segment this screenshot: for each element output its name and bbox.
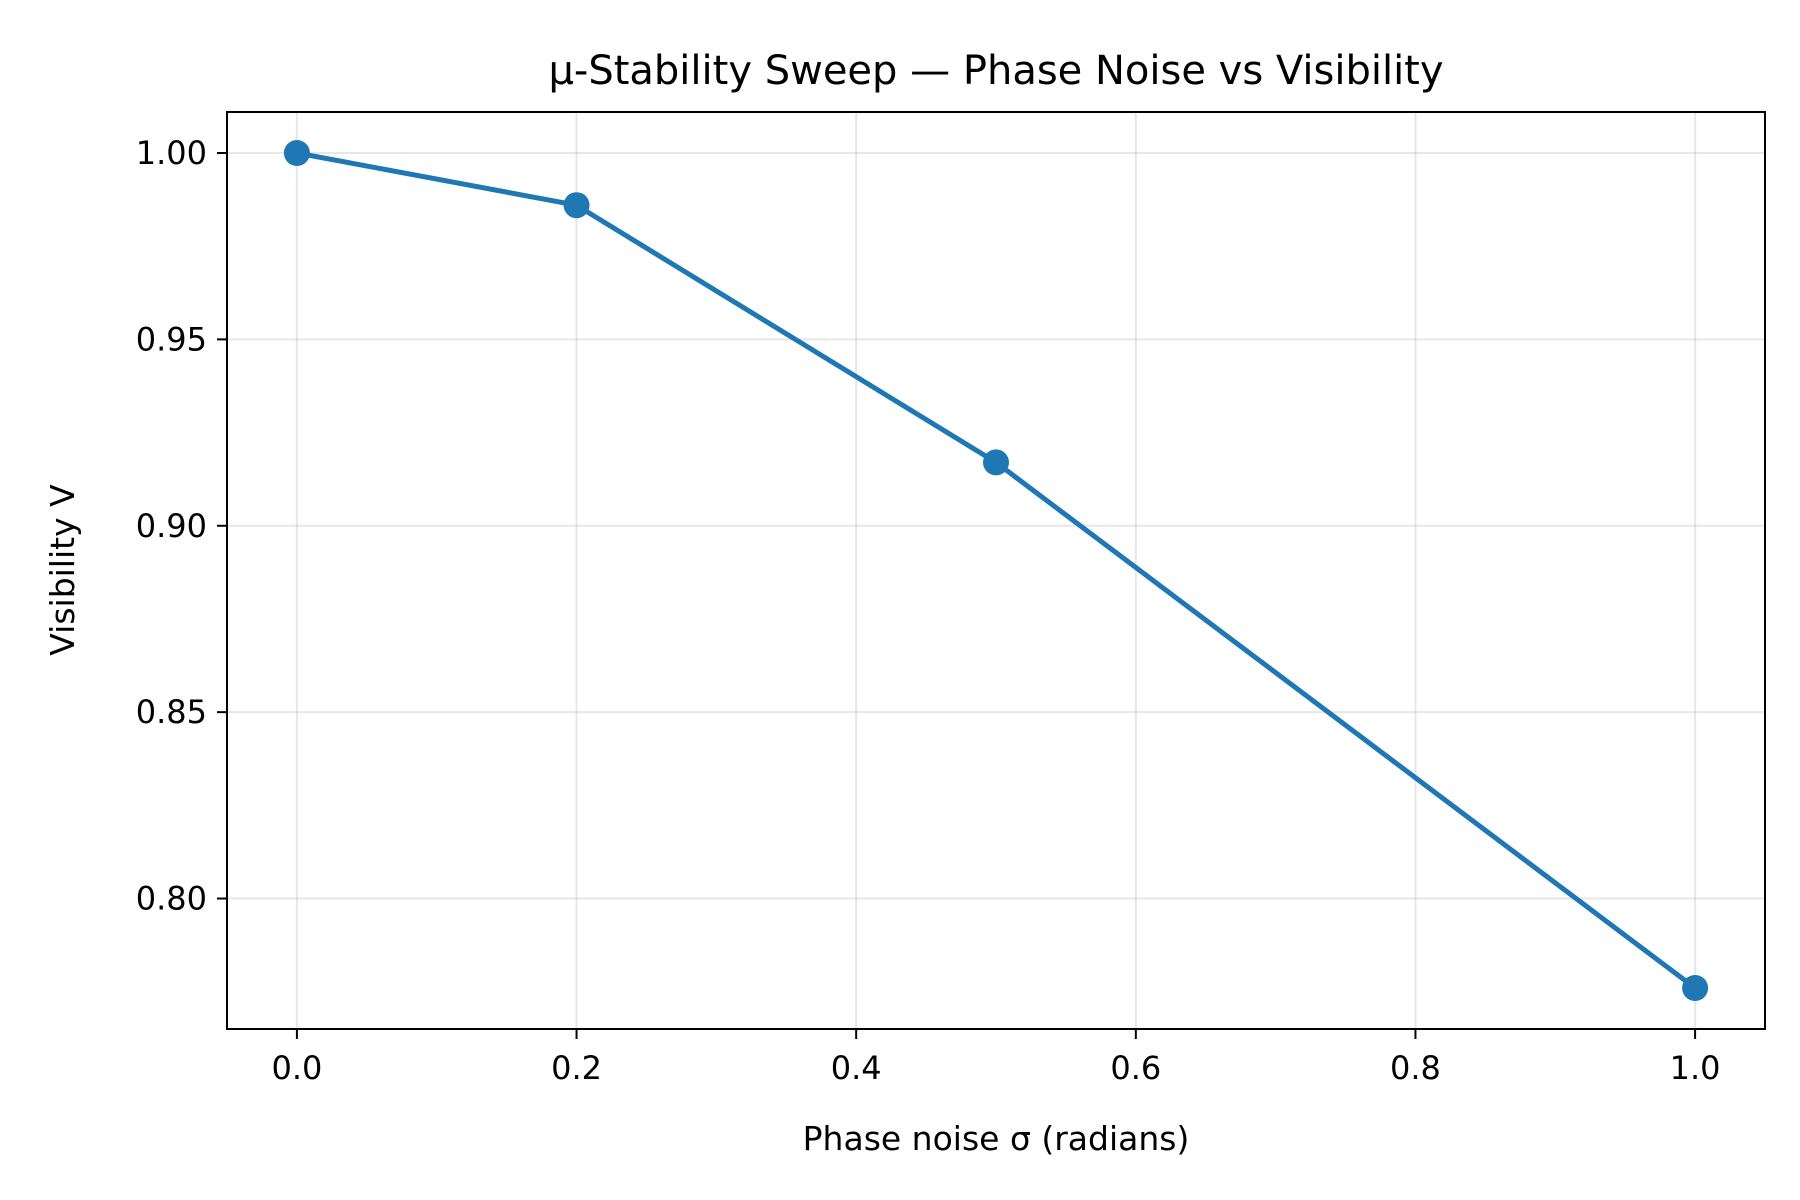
plot-frame — [226, 111, 1766, 1030]
data-point — [283, 140, 310, 167]
data-point — [563, 192, 590, 219]
data-point — [1682, 974, 1709, 1001]
x-axis: 0.0 0.2 0.4 0.6 0.8 1.0 — [271, 1029, 1721, 1087]
y-tick-label: 0.85 — [136, 693, 207, 731]
x-tick-label: 0.6 — [1110, 1049, 1161, 1087]
data-point — [983, 449, 1009, 476]
chart-title: μ-Stability Sweep — Phase Noise vs Visib… — [548, 48, 1443, 94]
x-tick-label: 1.0 — [1670, 1049, 1721, 1087]
grid — [227, 112, 1765, 1029]
y-axis-title: Visibility V — [43, 484, 82, 656]
series-layer — [283, 140, 1709, 1001]
y-axis: 0.80 0.85 0.90 0.95 1.00 — [136, 134, 227, 918]
x-axis-title: Phase noise σ (radians) — [803, 1119, 1190, 1158]
x-tick-label: 0.0 — [271, 1049, 322, 1087]
x-tick-label: 0.8 — [1390, 1049, 1441, 1087]
y-tick-label: 1.00 — [136, 134, 207, 172]
y-tick-label: 0.80 — [136, 880, 207, 918]
x-tick-label: 0.4 — [831, 1049, 882, 1087]
series-line — [294, 150, 1698, 991]
x-tick-label: 0.2 — [551, 1049, 602, 1087]
y-tick-label: 0.90 — [136, 507, 207, 545]
y-tick-label: 0.95 — [136, 320, 207, 358]
